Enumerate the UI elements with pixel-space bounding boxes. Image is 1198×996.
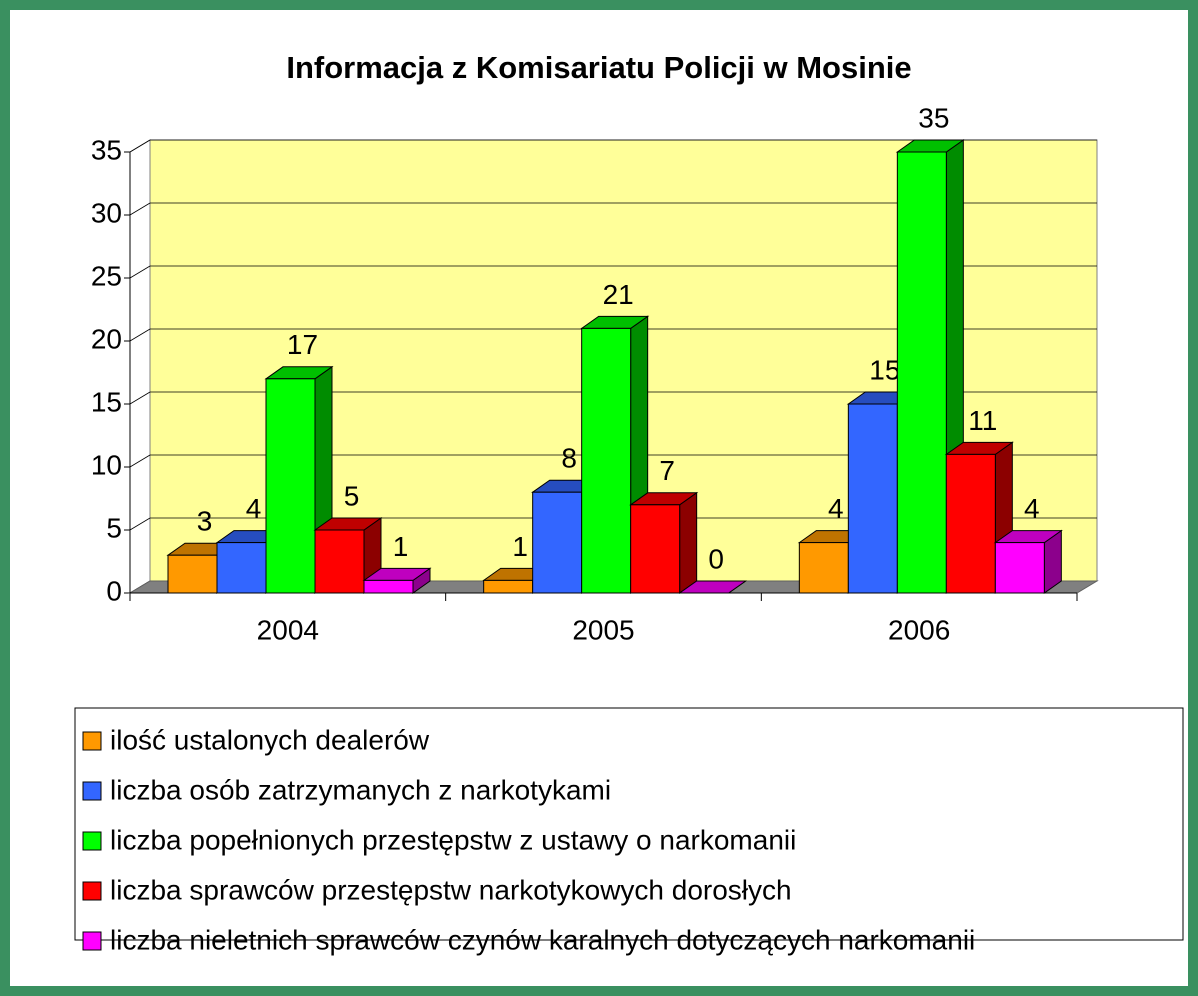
legend-swatch <box>82 831 102 851</box>
value-label: 15 <box>869 354 900 385</box>
y-tick-label: 0 <box>106 575 122 606</box>
value-label: 11 <box>968 405 997 436</box>
y-tick-label: 30 <box>91 197 122 228</box>
value-label: 4 <box>246 493 262 524</box>
bar <box>581 327 632 594</box>
legend <box>74 707 1184 941</box>
bar <box>265 378 316 594</box>
legend-label: liczba osób zatrzymanych z narkotykami <box>110 774 611 805</box>
value-label: 1 <box>393 531 409 562</box>
value-label: 17 <box>287 329 318 360</box>
bar <box>798 542 849 594</box>
legend-swatch <box>82 781 102 801</box>
bar <box>630 504 681 594</box>
legend-swatch <box>82 931 102 951</box>
x-tick-label: 2004 <box>257 614 319 645</box>
legend-label: liczba sprawców przestępstw narkotykowyc… <box>110 874 792 905</box>
bar <box>314 529 365 594</box>
y-tick-label: 15 <box>91 386 122 417</box>
grid-line <box>129 454 151 468</box>
y-tick-label: 10 <box>91 449 122 480</box>
bar <box>945 453 996 594</box>
bar <box>363 579 414 594</box>
grid-line <box>129 328 151 342</box>
grid-line <box>129 202 151 216</box>
legend-swatch <box>82 731 102 751</box>
value-label: 7 <box>659 455 675 486</box>
value-label: 4 <box>828 493 844 524</box>
value-label: 0 <box>708 543 724 574</box>
grid-line <box>129 517 151 531</box>
bar <box>896 151 947 594</box>
bar <box>847 403 898 594</box>
bar <box>532 491 583 594</box>
x-tick-label: 2006 <box>888 614 950 645</box>
value-label: 3 <box>197 506 213 537</box>
x-tick-label: 2005 <box>572 614 634 645</box>
bar-side <box>679 491 698 594</box>
value-label: 8 <box>561 443 577 474</box>
value-label: 5 <box>344 480 360 511</box>
grid-line <box>129 265 151 279</box>
grid-line <box>129 139 151 153</box>
bar <box>994 542 1045 594</box>
side-wall <box>129 139 151 594</box>
bar <box>167 554 218 594</box>
chart-title: Informacja z Komisariatu Policji w Mosin… <box>286 50 911 85</box>
y-tick-label: 25 <box>91 260 122 291</box>
y-tick-label: 35 <box>91 134 122 165</box>
bar <box>483 579 534 594</box>
y-tick-label: 5 <box>106 512 122 543</box>
value-label: 21 <box>603 279 634 310</box>
grid-line <box>129 391 151 405</box>
legend-swatch <box>82 881 102 901</box>
bar-top <box>678 580 748 594</box>
legend-label: liczba nieletnich sprawców czynów karaln… <box>110 924 975 955</box>
bar <box>216 542 267 594</box>
value-label: 1 <box>512 531 528 562</box>
value-label: 4 <box>1024 493 1040 524</box>
legend-label: ilość ustalonych dealerów <box>110 724 430 755</box>
legend-label: liczba popełnionych przestępstw z ustawy… <box>110 824 796 855</box>
value-label: 35 <box>918 102 949 133</box>
y-tick-label: 20 <box>91 323 122 354</box>
